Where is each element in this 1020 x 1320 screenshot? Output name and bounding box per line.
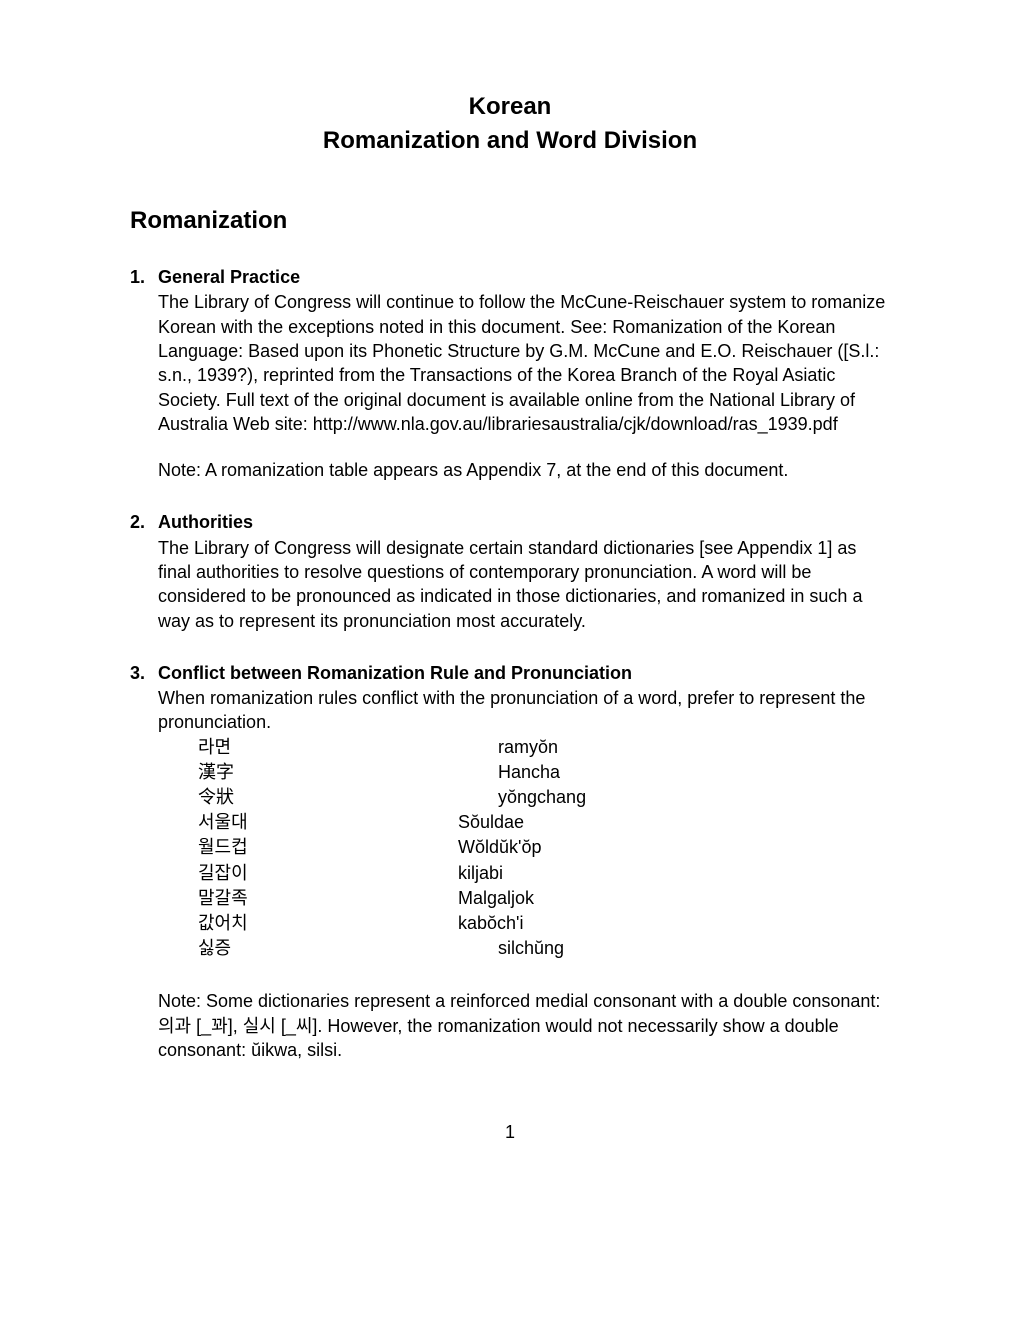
example-roman: Wŏldŭk'ŏp	[458, 835, 541, 860]
example-roman: ramyŏn	[498, 735, 558, 760]
example-korean: 라면	[198, 735, 498, 760]
document-title-line1: Korean	[130, 90, 890, 124]
examples-table: 라면ramyŏn 漢字Hancha 令狀yŏngchang 서울대Sŏuldae…	[198, 735, 890, 962]
example-korean: 漢字	[198, 760, 498, 785]
example-roman: Hancha	[498, 760, 560, 785]
document-title-line2: Romanization and Word Division	[130, 124, 890, 158]
item-3-body: When romanization rules conflict with th…	[130, 686, 890, 1062]
item-1-heading-text: General Practice	[158, 267, 300, 287]
item-2: 2.Authorities The Library of Congress wi…	[130, 510, 890, 632]
example-row: 令狀yŏngchang	[198, 785, 890, 810]
example-row: 값어치kabŏch'i	[198, 911, 890, 936]
item-3-note: Note: Some dictionaries represent a rein…	[158, 989, 890, 1062]
item-3-para-1: When romanization rules conflict with th…	[158, 686, 890, 735]
item-1-para-1: The Library of Congress will continue to…	[158, 290, 890, 436]
example-row: 싫증silchŭng	[198, 936, 890, 961]
example-korean: 싫증	[198, 936, 498, 961]
example-row: 길잡이kiljabi	[198, 861, 890, 886]
example-korean: 令狀	[198, 785, 498, 810]
item-3-heading-text: Conflict between Romanization Rule and P…	[158, 663, 632, 683]
item-2-heading-text: Authorities	[158, 512, 253, 532]
item-1-para-2: Note: A romanization table appears as Ap…	[158, 458, 890, 482]
example-roman: yŏngchang	[498, 785, 586, 810]
item-1: 1.General Practice The Library of Congre…	[130, 265, 890, 482]
item-2-para-1: The Library of Congress will designate c…	[158, 536, 890, 633]
example-korean: 월드컵	[198, 835, 458, 860]
item-3-heading: 3.Conflict between Romanization Rule and…	[130, 661, 890, 686]
example-korean: 말갈족	[198, 886, 458, 911]
item-1-heading: 1.General Practice	[130, 265, 890, 290]
item-1-body: The Library of Congress will continue to…	[130, 290, 890, 482]
example-roman: kabŏch'i	[458, 911, 523, 936]
example-korean: 값어치	[198, 911, 458, 936]
example-roman: kiljabi	[458, 861, 503, 886]
item-2-heading: 2.Authorities	[130, 510, 890, 535]
item-3: 3.Conflict between Romanization Rule and…	[130, 661, 890, 1062]
item-3-number: 3.	[130, 661, 158, 686]
example-roman: Malgaljok	[458, 886, 534, 911]
example-row: 라면ramyŏn	[198, 735, 890, 760]
example-row: 서울대Sŏuldae	[198, 810, 890, 835]
example-roman: silchŭng	[498, 936, 564, 961]
page-number: 1	[130, 1122, 890, 1143]
example-korean: 길잡이	[198, 861, 458, 886]
item-2-number: 2.	[130, 510, 158, 535]
item-2-body: The Library of Congress will designate c…	[130, 536, 890, 633]
document-page: Korean Romanization and Word Division Ro…	[0, 0, 1020, 1183]
example-roman: Sŏuldae	[458, 810, 524, 835]
item-1-number: 1.	[130, 265, 158, 290]
example-row: 월드컵Wŏldŭk'ŏp	[198, 835, 890, 860]
example-row: 漢字Hancha	[198, 760, 890, 785]
section-heading: Romanization	[130, 207, 890, 235]
example-korean: 서울대	[198, 810, 458, 835]
example-row: 말갈족Malgaljok	[198, 886, 890, 911]
